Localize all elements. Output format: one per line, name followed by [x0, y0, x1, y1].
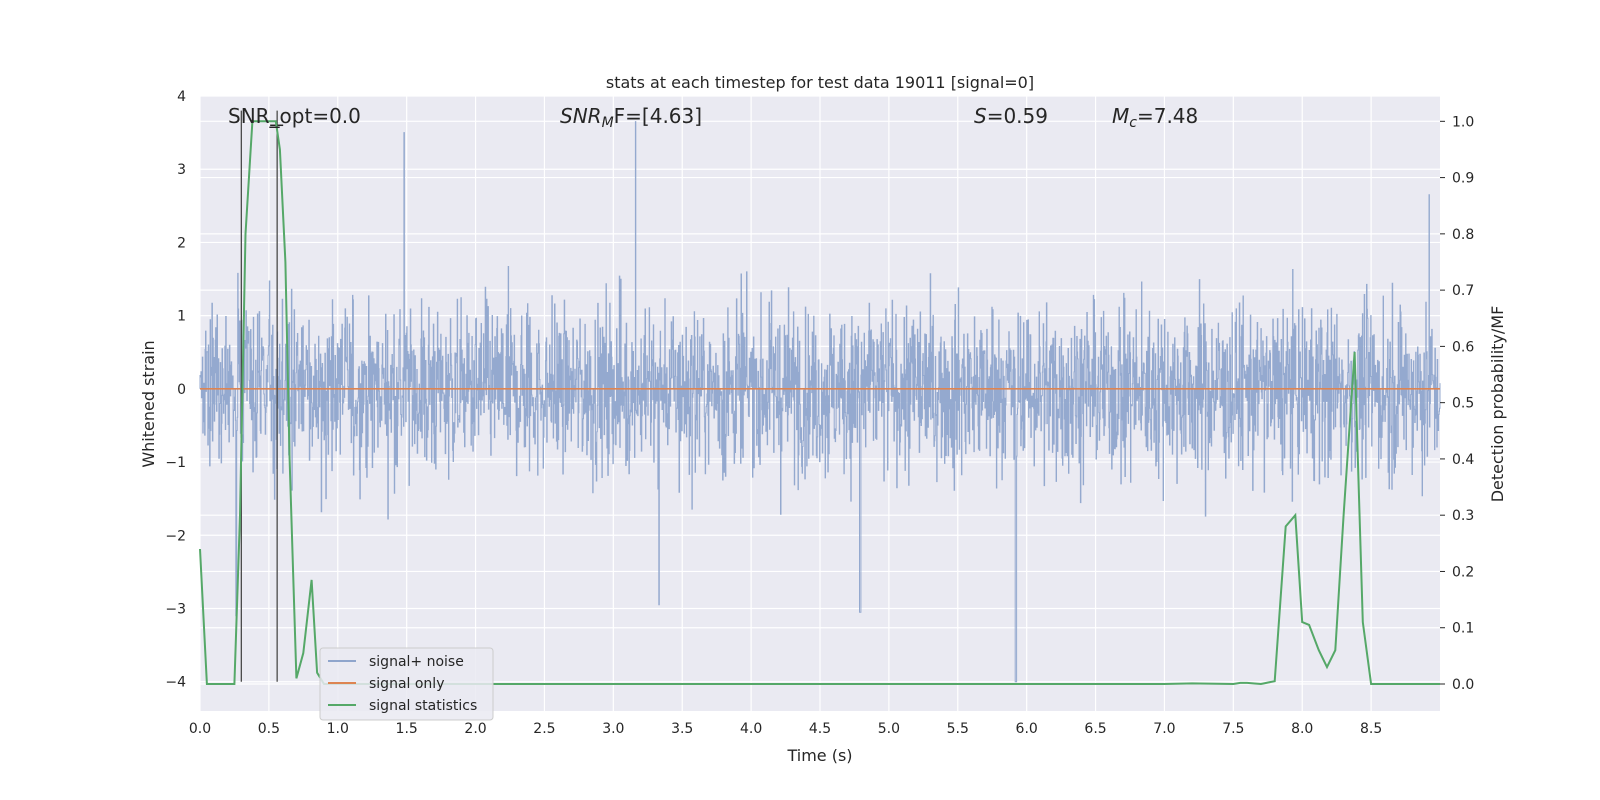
grid-lines — [199, 95, 1440, 711]
x-tick-label: 4.5 — [809, 721, 831, 737]
y2-tick-label: 0.8 — [1452, 227, 1474, 243]
x-tick-label: 3.0 — [602, 721, 624, 737]
annotation-snr-mf: SNRMF=[4.63] — [560, 104, 702, 131]
x-tick-label: 5.0 — [878, 721, 900, 737]
legend-label-signal-statistics: signal statistics — [369, 698, 477, 714]
signal-noise-line — [199, 121, 1441, 683]
annotation-snr-mf-main: SNR — [560, 104, 602, 128]
y2-tick-label: 0.6 — [1452, 339, 1474, 355]
y2-axis-label: Detection probability/MF — [1488, 306, 1507, 503]
x-tick-label: 6.0 — [1016, 721, 1038, 737]
y2-tick-label: 1.0 — [1452, 114, 1474, 130]
annotation-mc-rest: =7.48 — [1137, 104, 1198, 128]
y-tick-label: 4 — [177, 89, 186, 105]
annotation-mc-sub: c — [1129, 115, 1137, 131]
y-tick-label: 1 — [177, 309, 186, 325]
x-tick-label: 0.5 — [258, 721, 280, 737]
x-tick-label: 1.0 — [327, 721, 349, 737]
y2-tick-label: 0.7 — [1452, 283, 1474, 299]
x-tick-label: 7.0 — [1153, 721, 1175, 737]
y2-tick-label: 0.5 — [1452, 396, 1474, 412]
x-axis-ticks: 0.0 0.5 1.0 1.5 2.0 2.5 3.0 3.5 4.0 4.5 5.0 5.5 6.0 6… — [189, 721, 1382, 737]
legend-label-signal-only: signal only — [369, 676, 444, 692]
x-tick-label: 8.0 — [1291, 721, 1313, 737]
legend-label-signal-noise: signal+ noise — [369, 654, 464, 670]
series-signal-noise — [199, 121, 1441, 683]
annotation-snr-opt: SNR_opt=0.0 — [228, 104, 361, 128]
x-tick-label: 4.0 — [740, 721, 762, 737]
signal-statistics-line — [199, 120, 1440, 686]
legend: signal+ noise signal only signal statist… — [319, 647, 494, 721]
x-tick-label: 6.5 — [1084, 721, 1106, 737]
x-tick-label: 7.5 — [1222, 721, 1244, 737]
y-tick-label: 3 — [177, 162, 186, 178]
x-tick-label: 2.0 — [464, 721, 486, 737]
y-tick-label: −1 — [165, 455, 186, 471]
y2-axis-ticks: 1.0 0.9 0.8 0.7 0.6 0.5 0.4 0.3 0.2 0.1 0.0 — [1440, 114, 1474, 693]
x-axis-label: Time (s) — [786, 746, 852, 765]
x-tick-label: 0.0 — [189, 721, 211, 737]
y-tick-label: −3 — [165, 602, 186, 618]
y2-tick-label: 0.9 — [1452, 171, 1474, 187]
y2-tick-label: 0.1 — [1452, 621, 1474, 637]
y-axis-ticks: 4 3 2 1 0 −1 −2 −3 −4 — [165, 89, 186, 691]
y2-tick-label: 0.0 — [1452, 677, 1474, 693]
legend-box — [319, 647, 494, 721]
x-tick-label: 2.5 — [533, 721, 555, 737]
y2-tick-label: 0.3 — [1452, 508, 1474, 524]
annotation-s: S=0.59 — [974, 104, 1048, 128]
series-signal-statistics — [199, 120, 1440, 686]
annotation-snr-mf-rest: F=[4.63] — [614, 104, 702, 128]
y-tick-label: −2 — [165, 528, 186, 544]
x-tick-label: 8.5 — [1360, 721, 1382, 737]
annotation-mc: Mc=7.48 — [1112, 104, 1198, 131]
x-tick-label: 5.5 — [947, 721, 969, 737]
annotation-s-rest: =0.59 — [987, 104, 1048, 128]
annotation-s-main: S — [974, 104, 987, 128]
annotation-snr-mf-sub: M — [602, 115, 614, 131]
y-axis-label: Whitened strain — [139, 340, 158, 467]
x-tick-label: 1.5 — [396, 721, 418, 737]
chart-title: stats at each timestep for test data 190… — [606, 73, 1034, 92]
x-tick-label: 3.5 — [671, 721, 693, 737]
y-tick-label: 2 — [177, 235, 186, 251]
y-tick-label: −4 — [165, 675, 186, 691]
y-tick-label: 0 — [177, 382, 186, 398]
annotation-mc-main: M — [1112, 104, 1129, 128]
y2-tick-label: 0.4 — [1452, 452, 1474, 468]
y2-tick-label: 0.2 — [1452, 564, 1474, 580]
